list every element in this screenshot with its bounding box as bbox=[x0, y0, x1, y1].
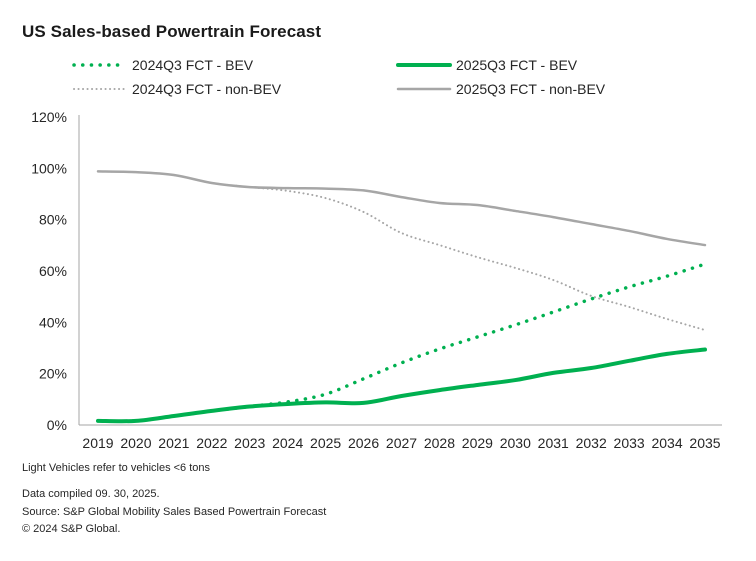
y-tick-label: 0% bbox=[47, 417, 67, 433]
footnote-copyright: © 2024 S&P Global. bbox=[22, 523, 121, 535]
y-tick-label: 120% bbox=[31, 109, 67, 125]
x-tick-label: 2029 bbox=[462, 435, 493, 451]
series-line-2025q3-fct-bev bbox=[96, 347, 707, 424]
x-tick-label: 2025 bbox=[310, 435, 341, 451]
legend-item-2025q3-bev: 2025Q3 FCT - BEV bbox=[396, 57, 577, 73]
y-tick-label: 60% bbox=[39, 263, 67, 279]
legend-swatch-dotted-grey bbox=[73, 88, 127, 90]
legend-swatch-dotted-green bbox=[72, 63, 128, 67]
x-tick-label: 2035 bbox=[689, 435, 720, 451]
chart-title: US Sales-based Powertrain Forecast bbox=[22, 22, 322, 41]
footnote-light-vehicles: Light Vehicles refer to vehicles <6 tons bbox=[22, 462, 211, 474]
legend-label: 2025Q3 FCT - non-BEV bbox=[456, 81, 606, 97]
legend-swatch-solid-grey bbox=[396, 87, 452, 91]
series-line-2024q3-fct-bev bbox=[96, 262, 707, 424]
x-tick-label: 2026 bbox=[348, 435, 379, 451]
x-tick-label: 2023 bbox=[234, 435, 265, 451]
x-tick-label: 2032 bbox=[576, 435, 607, 451]
x-tick-label: 2021 bbox=[158, 435, 189, 451]
x-tick-label: 2031 bbox=[538, 435, 569, 451]
x-tick-label: 2034 bbox=[651, 435, 682, 451]
y-tick-label: 100% bbox=[31, 160, 67, 176]
legend-label: 2025Q3 FCT - BEV bbox=[456, 57, 578, 73]
x-tick-label: 2033 bbox=[614, 435, 645, 451]
legend-item-2024q3-non-bev: 2024Q3 FCT - non-BEV bbox=[72, 81, 281, 97]
legend-item-2024q3-bev: 2024Q3 FCT - BEV bbox=[72, 57, 253, 73]
legend-swatch-solid-green bbox=[396, 63, 452, 67]
y-tick-label: 80% bbox=[39, 212, 67, 228]
y-tick-label: 40% bbox=[39, 314, 67, 330]
x-tick-label: 2027 bbox=[386, 435, 417, 451]
x-tick-label: 2030 bbox=[500, 435, 531, 451]
x-tick-label: 2020 bbox=[120, 435, 151, 451]
x-tick-label: 2028 bbox=[424, 435, 455, 451]
footnote-source: Source: S&P Global Mobility Sales Based … bbox=[22, 506, 327, 518]
legend-item-2025q3-non-bev: 2025Q3 FCT - non-BEV bbox=[396, 81, 605, 97]
footnote-data-compiled: Data compiled 09. 30, 2025. bbox=[22, 488, 160, 500]
legend-label: 2024Q3 FCT - BEV bbox=[132, 57, 254, 73]
y-tick-label: 20% bbox=[39, 366, 67, 382]
x-tick-label: 2022 bbox=[196, 435, 227, 451]
series-line-2024q3-fct-non-bev bbox=[97, 170, 706, 332]
series-line-2025q3-fct-non-bev bbox=[96, 170, 707, 247]
x-tick-label: 2024 bbox=[272, 435, 303, 451]
x-tick-label: 2019 bbox=[82, 435, 113, 451]
legend-label: 2024Q3 FCT - non-BEV bbox=[132, 81, 282, 97]
